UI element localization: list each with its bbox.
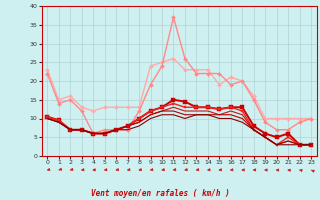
- Text: Vent moyen/en rafales ( km/h ): Vent moyen/en rafales ( km/h ): [91, 189, 229, 198]
